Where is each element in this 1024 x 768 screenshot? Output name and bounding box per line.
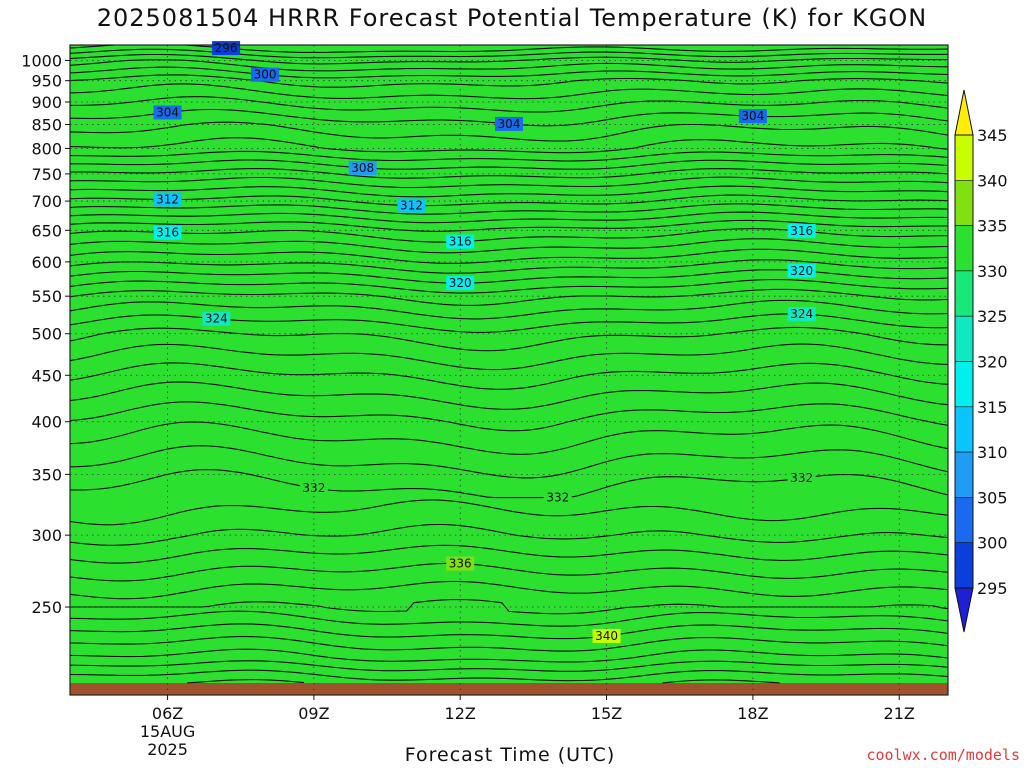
plot-background (70, 45, 948, 695)
theta-color-bands (70, 45, 948, 695)
chart-title: 2025081504 HRRR Forecast Potential Tempe… (96, 4, 928, 32)
